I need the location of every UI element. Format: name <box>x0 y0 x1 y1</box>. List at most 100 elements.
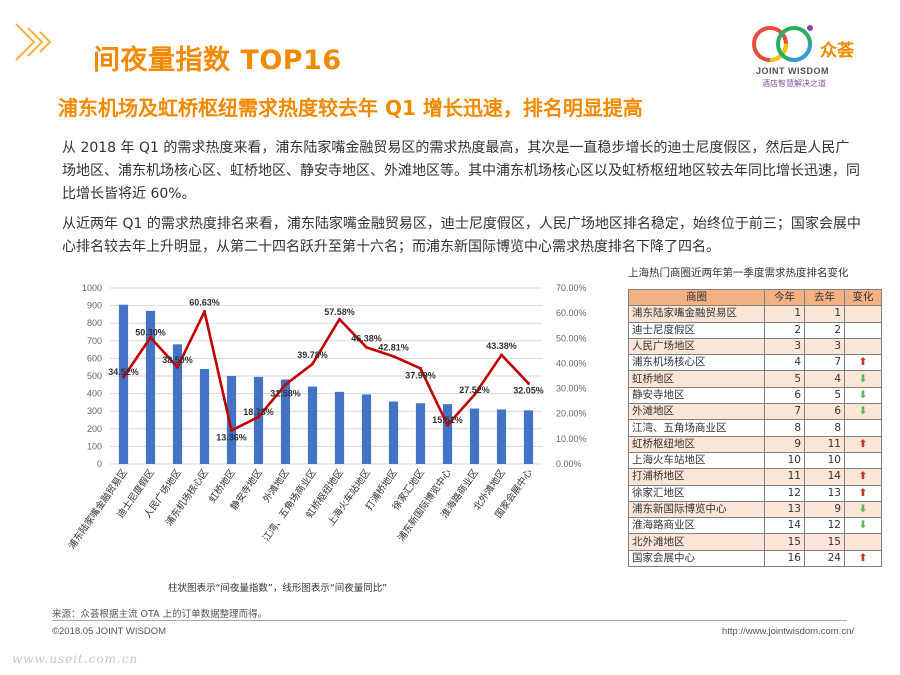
chart-legend-note: 柱状图表示“间夜量指数”，线形图表示“间夜量同比” <box>168 583 388 594</box>
up-arrow-icon: ⬆ <box>844 549 882 568</box>
data-label: 38.50% <box>162 355 193 365</box>
y-left-tick-label: 0 <box>97 459 102 469</box>
table-caption: 上海热门商圈近两年第一季度需求热度排名变化 <box>628 267 849 279</box>
y-left-tick-label: 100 <box>87 441 102 451</box>
data-label: 46.38% <box>351 333 382 343</box>
y-left-tick-label: 700 <box>87 336 102 346</box>
col-last-year-header: 去年 <box>804 288 845 307</box>
col-this-year-header: 今年 <box>764 288 805 307</box>
table-row: 浦东陆家嘴金融贸易区 1 1 <box>628 305 882 323</box>
cell-this-year: 3 <box>764 337 805 356</box>
combo-chart: 0 100 200 300 400 500 600 700 800 900 1000 0.00% 10.… <box>68 283 587 552</box>
cell-change <box>844 321 882 339</box>
data-label: 27.52% <box>459 385 490 395</box>
cell-last-year: 9 <box>804 500 845 519</box>
table-row: 外滩地区 7 6 ⬇ <box>628 403 882 421</box>
y-right-tick-label: 60.00% <box>556 308 587 318</box>
cell-area: 人民广场地区 <box>628 337 765 356</box>
cell-last-year: 4 <box>804 370 845 388</box>
cell-last-year: 6 <box>804 403 845 421</box>
line-point <box>257 415 260 419</box>
paragraph-1: 从 2018 年 Q1 的需求热度来看，浦东陆家嘴金融贸易区的需求热度最高，其次… <box>62 140 860 202</box>
cell-last-year: 15 <box>804 533 845 551</box>
y-left-tick-label: 300 <box>87 406 102 416</box>
cell-this-year: 11 <box>764 468 805 486</box>
cell-area: 浦东机场核心区 <box>628 354 765 372</box>
website-link[interactable]: http://www.jointwisdom.com.cn/ <box>722 626 854 637</box>
table-header-row: 商圈 今年 去年 变化 <box>628 288 882 307</box>
table-row: 虹桥枢纽地区 9 11 ⬆ <box>628 435 882 453</box>
cell-last-year: 11 <box>804 435 845 453</box>
y-right-tick-label: 50.00% <box>556 333 587 343</box>
cell-this-year: 10 <box>764 451 805 470</box>
bar <box>523 410 534 464</box>
cell-last-year: 7 <box>804 354 845 372</box>
line-point <box>230 428 233 432</box>
line-point <box>365 345 368 349</box>
cell-last-year: 12 <box>804 517 845 535</box>
line-point <box>203 310 206 314</box>
table-row: 淮海路商业区 14 12 ⬇ <box>628 517 882 535</box>
down-arrow-icon: ⬇ <box>844 403 882 421</box>
y-right-tick-label: 0.00% <box>556 459 582 469</box>
table-row: 虹桥地区 5 4 ⬇ <box>628 370 882 388</box>
copyright: ©2018.05 JOINT WISDOM <box>52 626 166 637</box>
watermark: www.useit.com.cn <box>12 652 139 666</box>
table-row: 徐家汇地区 12 13 ⬆ <box>628 484 882 502</box>
y-right-tick-label: 20.00% <box>556 409 587 419</box>
bar <box>388 401 399 464</box>
data-label: 31.58% <box>270 389 301 399</box>
logo-cn-text: 众荟 <box>820 41 854 61</box>
table-row: 迪士尼度假区 2 2 <box>628 321 882 339</box>
data-label: 13.36% <box>216 432 247 442</box>
bar <box>118 304 129 464</box>
cell-this-year: 9 <box>764 435 805 453</box>
y-right-tick-label: 10.00% <box>556 434 587 444</box>
data-label: 43.38% <box>486 341 517 351</box>
cell-this-year: 1 <box>764 305 805 323</box>
table-row: 浦东新国际博览中心 13 9 ⬇ <box>628 500 882 519</box>
line-point <box>527 381 530 385</box>
data-label: 42.81% <box>378 342 409 352</box>
cell-this-year: 13 <box>764 500 805 519</box>
line-point <box>446 423 449 427</box>
cell-this-year: 16 <box>764 549 805 568</box>
line-point <box>122 375 125 379</box>
cell-change <box>844 419 882 437</box>
cell-last-year: 2 <box>804 321 845 339</box>
line-point <box>284 383 287 387</box>
cell-area: 打浦桥地区 <box>628 468 765 486</box>
cell-last-year: 13 <box>804 484 845 502</box>
cell-this-year: 8 <box>764 419 805 437</box>
col-area-header: 商圈 <box>628 288 765 307</box>
bar <box>307 386 318 464</box>
data-label: 37.99% <box>405 370 436 380</box>
data-label: 57.58% <box>324 307 355 317</box>
line-point <box>149 336 152 340</box>
cell-area: 外滩地区 <box>628 403 765 421</box>
y-left-tick-label: 500 <box>87 371 102 381</box>
y-right-tick-label: 30.00% <box>556 384 587 394</box>
bar <box>280 379 291 464</box>
data-label: 34.52% <box>108 367 139 377</box>
cell-area: 淮海路商业区 <box>628 517 765 535</box>
bar <box>361 394 372 464</box>
cell-area: 徐家汇地区 <box>628 484 765 502</box>
bar <box>145 310 156 464</box>
bar <box>496 409 507 464</box>
cell-last-year: 5 <box>804 386 845 405</box>
bar <box>334 391 345 464</box>
col-change-header: 变化 <box>844 288 882 307</box>
data-label: 18.73% <box>243 407 274 417</box>
cell-change <box>844 337 882 356</box>
table-row: 国家会展中心 16 24 ⬆ <box>628 549 882 568</box>
cell-area: 静安寺地区 <box>628 386 765 405</box>
bar <box>442 404 453 464</box>
table-row: 静安寺地区 6 5 ⬇ <box>628 386 882 405</box>
down-arrow-icon: ⬇ <box>844 500 882 519</box>
line-point <box>311 362 314 366</box>
logo-tagline: 酒店智慧解决之道 <box>762 79 826 88</box>
cell-area: 迪士尼度假区 <box>628 321 765 339</box>
y-right-tick-label: 70.00% <box>556 283 587 293</box>
cell-last-year: 8 <box>804 419 845 437</box>
